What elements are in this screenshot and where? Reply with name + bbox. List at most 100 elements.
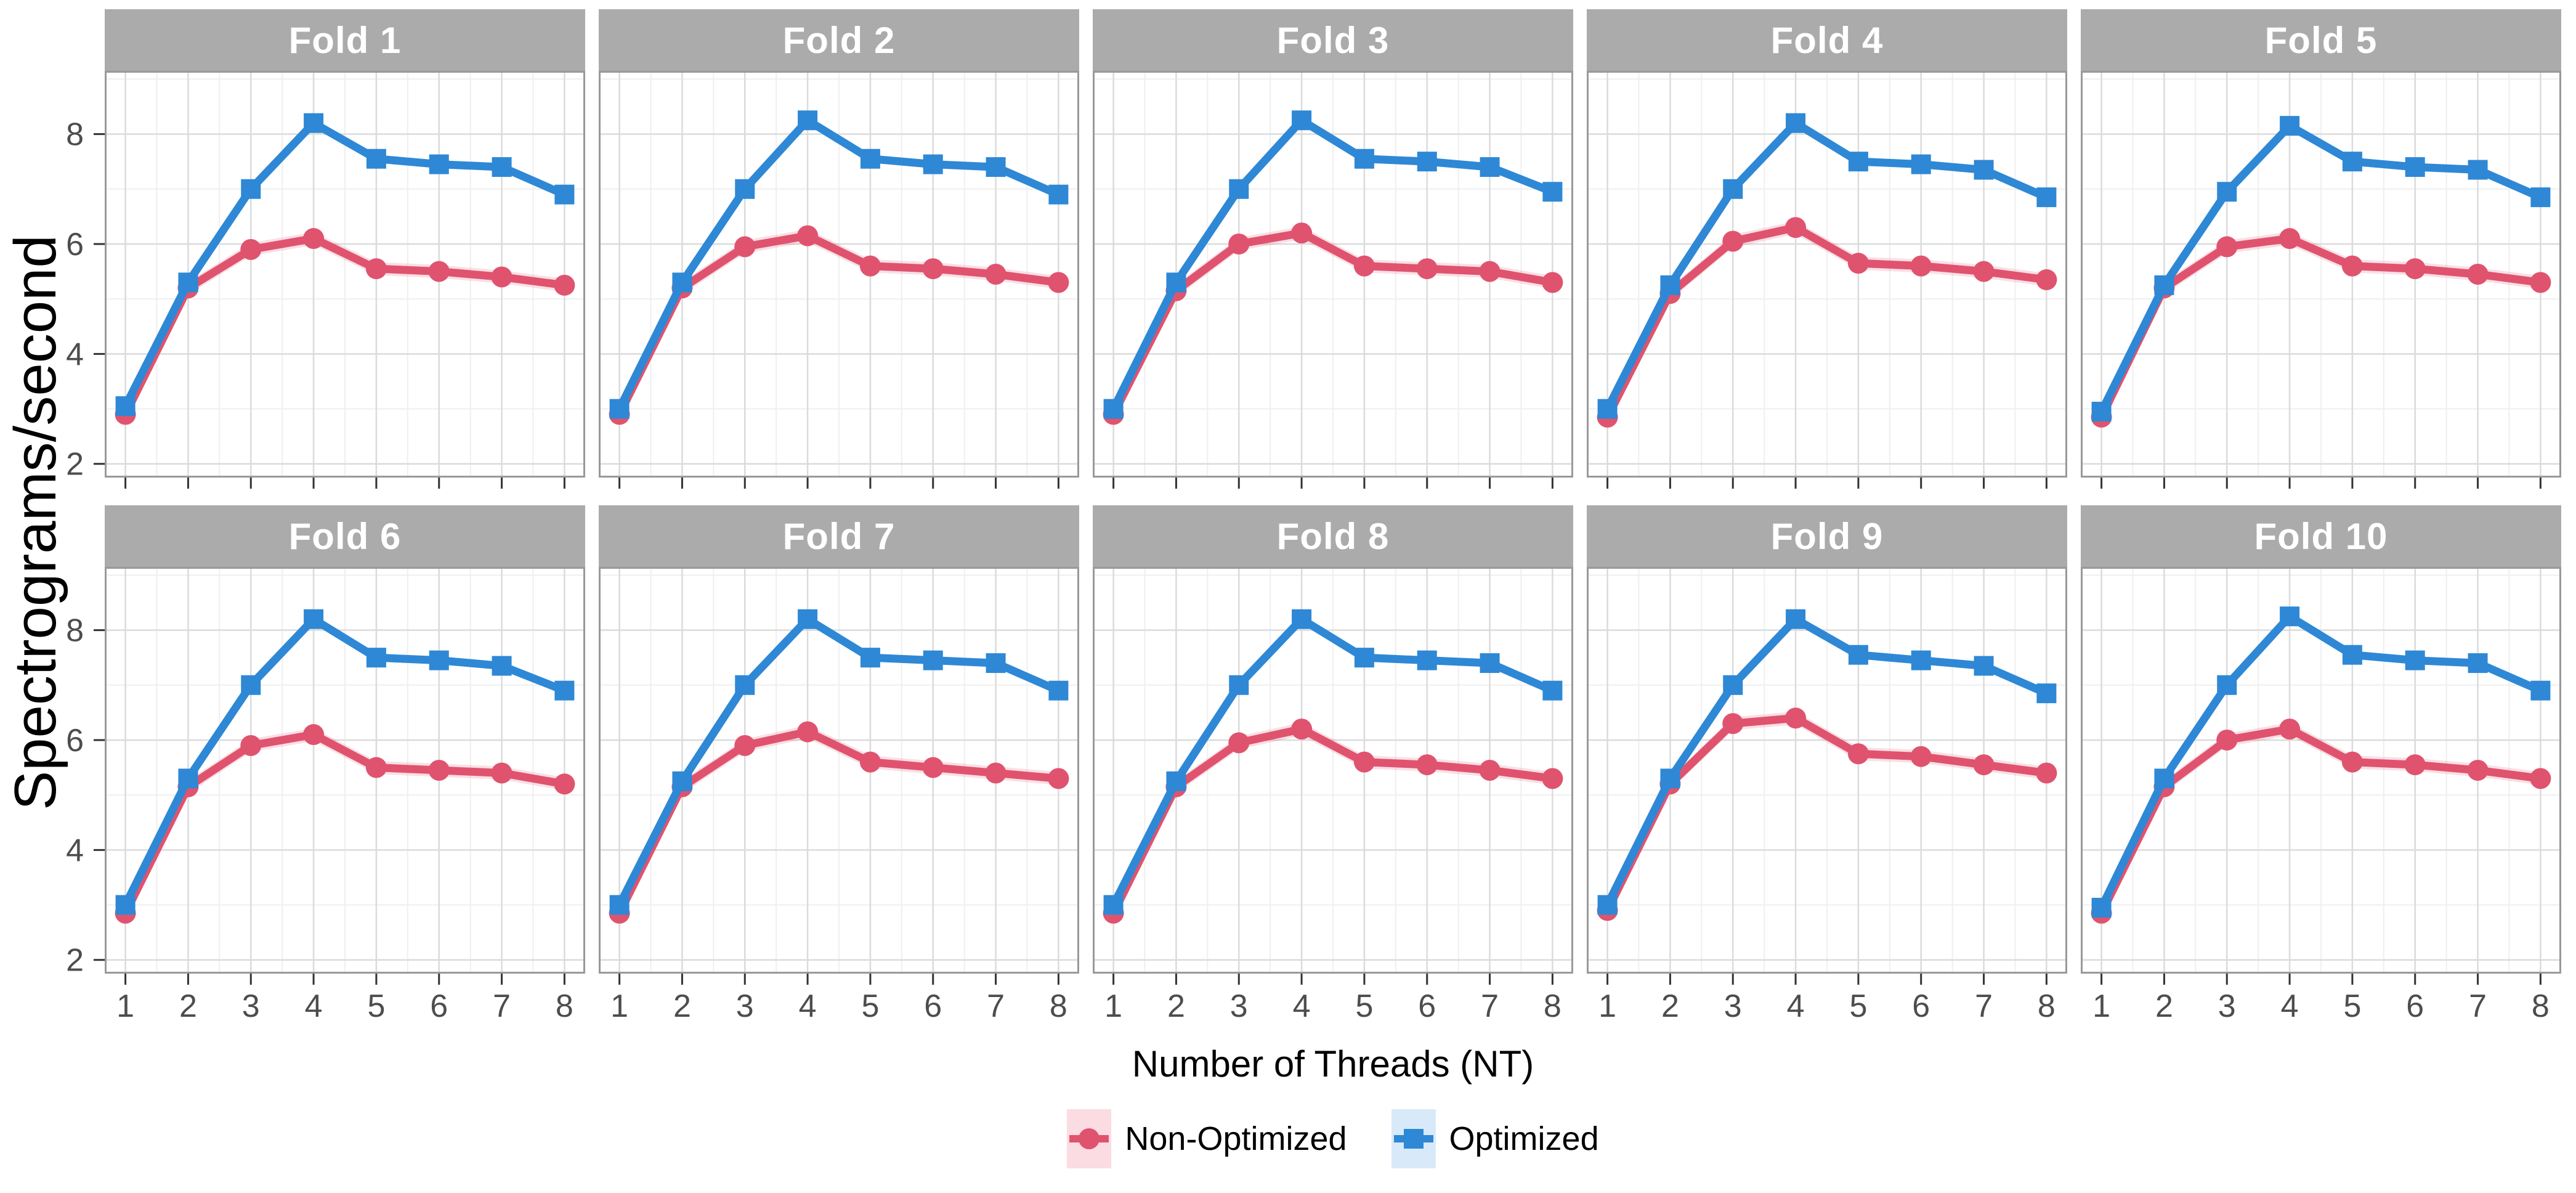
panel-border	[1587, 71, 2067, 478]
square-marker	[2405, 157, 2425, 177]
y-axis-ticks: 2 4 6 8	[66, 117, 105, 482]
facet-plot: 1 2 3 4 5 6 7 8	[599, 567, 1079, 1024]
circle-marker	[985, 762, 1007, 784]
x-axis-ticks	[124, 478, 565, 489]
x-tick-label: 8	[1050, 988, 1067, 1024]
square-marker	[1542, 182, 1563, 202]
square-marker	[1166, 771, 1186, 791]
confidence-ribbon	[1113, 226, 1553, 421]
x-tick-label: 4	[1787, 988, 1805, 1024]
square-marker	[2036, 187, 2057, 208]
circle-marker	[240, 238, 262, 260]
circle-marker	[1228, 732, 1250, 754]
square-marker	[609, 399, 630, 419]
square-marker	[2091, 401, 2112, 421]
data-line	[1109, 615, 1557, 910]
data-line	[2097, 612, 2545, 912]
x-tick-label: 5	[1355, 988, 1373, 1024]
x-tick-label: 4	[2281, 988, 2299, 1024]
x-tick-label: 8	[2532, 988, 2550, 1024]
square-marker	[1660, 768, 1680, 789]
data-line	[615, 728, 1063, 918]
square-marker	[1417, 650, 1437, 670]
square-marker	[1974, 656, 1994, 676]
panel-border	[2081, 567, 2561, 974]
square-marker	[241, 179, 261, 199]
square-marker	[609, 895, 630, 915]
circle-marker	[797, 721, 819, 743]
x-axis-ticks: 1 2 3 4 5 6 7 8	[2092, 974, 2550, 1024]
legend-label: Optimized	[1449, 1120, 1599, 1157]
x-tick-label: 7	[1481, 988, 1499, 1024]
square-marker	[1723, 675, 1743, 695]
y-tick-label: 4	[66, 833, 84, 868]
x-tick-label: 7	[987, 988, 1005, 1024]
circle-marker	[428, 760, 450, 781]
circle-marker	[1416, 258, 1438, 280]
x-tick-label: 8	[556, 988, 573, 1024]
facet-plot	[1093, 71, 1573, 489]
circle-marker	[1973, 261, 1995, 282]
facet-panel: Fold 1 2 4 6 8	[66, 9, 585, 489]
x-axis-ticks	[1112, 478, 1553, 489]
x-tick-label: 4	[799, 988, 817, 1024]
x-axis-ticks: 1 2 3 4 5 6 7 8	[116, 974, 573, 1024]
x-tick-label: 6	[430, 988, 448, 1024]
circle-marker	[2530, 768, 2551, 789]
square-marker	[986, 653, 1006, 674]
facet-panel: Fold 10 1 2 3 4 5 6 7 8	[2081, 505, 2561, 1024]
square-marker	[798, 110, 818, 131]
square-marker	[1542, 680, 1563, 701]
x-tick-label: 6	[1418, 988, 1436, 1024]
data-line	[1603, 119, 2051, 413]
facet-panel: Fold 2	[599, 9, 1079, 489]
square-marker	[1911, 650, 1931, 670]
data-line	[1603, 615, 2051, 910]
y-axis-ticks: 2 4 6 8	[66, 613, 105, 979]
facet-plot	[599, 71, 1079, 489]
confidence-ribbon	[2101, 722, 2541, 920]
circle-marker	[734, 735, 756, 756]
x-tick-label: 1	[116, 988, 134, 1024]
circle-marker	[2036, 269, 2057, 290]
square-marker	[1417, 152, 1437, 172]
circle-marker	[303, 724, 325, 746]
x-axis-ticks: 1 2 3 4 5 6 7 8	[1104, 974, 1561, 1024]
circle-marker	[365, 258, 387, 280]
square-marker	[1354, 149, 1374, 169]
circle-marker	[1722, 230, 1744, 252]
square-marker	[178, 768, 198, 789]
data-line	[1603, 714, 2051, 914]
square-marker	[1786, 609, 1806, 629]
circle-marker	[1048, 768, 1069, 789]
circle-marker	[1416, 754, 1438, 776]
facet-strip-title: Fold 6	[105, 505, 585, 567]
x-axis-ticks	[2100, 478, 2542, 489]
square-marker	[115, 396, 136, 417]
circle-marker	[2341, 255, 2363, 277]
facet-strip-title: Fold 9	[1587, 505, 2067, 567]
grid-major	[1587, 71, 2067, 478]
square-marker	[2280, 606, 2300, 627]
y-tick-label: 2	[66, 943, 84, 979]
circle-marker	[2467, 264, 2489, 285]
circle-marker	[2404, 258, 2426, 280]
x-tick-label: 3	[736, 988, 754, 1024]
data-line	[2097, 234, 2545, 421]
facet-panel: Fold 7 1 2 3 4 5 6 7 8	[599, 505, 1079, 1024]
y-tick-label: 6	[66, 723, 84, 759]
data-line	[121, 119, 569, 410]
square-marker	[2530, 680, 2551, 701]
facet-plot	[1587, 71, 2067, 489]
facet-panel: Fold 9 1 2 3 4 5 6 7 8	[1587, 505, 2067, 1024]
square-marker	[2154, 768, 2174, 789]
data-line	[2097, 121, 2545, 416]
facet-panel: Fold 5	[2081, 9, 2561, 489]
square-marker	[554, 184, 575, 205]
square-marker	[115, 895, 136, 915]
confidence-ribbon	[1113, 722, 1553, 920]
x-axis-ticks: 1 2 3 4 5 6 7 8	[1598, 974, 2056, 1024]
circle-marker	[797, 225, 819, 246]
circle-marker	[1542, 272, 1563, 293]
